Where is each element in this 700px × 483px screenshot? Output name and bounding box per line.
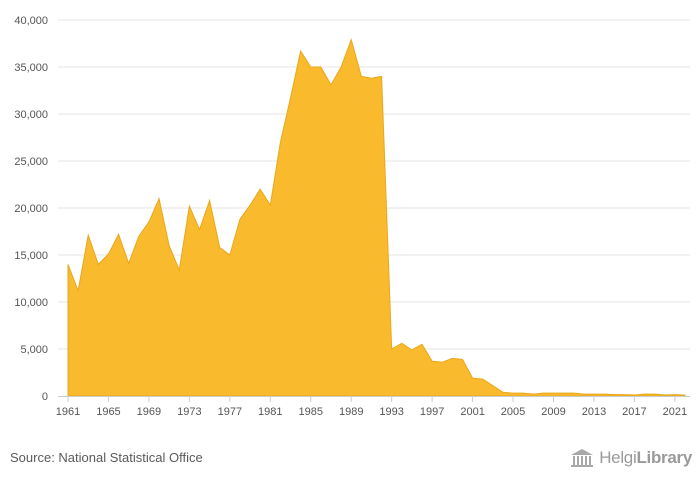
y-tick-label: 35,000 xyxy=(14,62,48,74)
x-tick-label: 1985 xyxy=(299,406,323,418)
y-tick-label: 10,000 xyxy=(14,297,48,309)
x-tick-label: 1993 xyxy=(379,406,403,418)
x-tick-label: 1969 xyxy=(137,406,161,418)
x-tick-label: 2005 xyxy=(501,406,525,418)
y-tick-label: 40,000 xyxy=(14,15,48,27)
logo-text: HelgiLibrary xyxy=(599,448,692,468)
logo-text-bold: Library xyxy=(636,448,692,467)
x-tick-label: 2017 xyxy=(622,406,646,418)
y-tick-label: 30,000 xyxy=(14,109,48,121)
logo-text-regular: Helgi xyxy=(599,448,637,467)
y-tick-label: 0 xyxy=(42,391,48,403)
area-series-fill xyxy=(67,38,686,397)
x-tick-label: 2021 xyxy=(663,406,687,418)
x-tick-label: 2013 xyxy=(582,406,606,418)
footer: Source: National Statistical Office Helg… xyxy=(0,440,700,483)
source-note: Source: National Statistical Office xyxy=(10,450,203,465)
library-building-icon xyxy=(571,449,594,467)
x-tick-label: 2001 xyxy=(460,406,484,418)
y-tick-label: 20,000 xyxy=(14,203,48,215)
x-tick-label: 1977 xyxy=(218,406,242,418)
x-tick-label: 1997 xyxy=(420,406,444,418)
x-tick-label: 2009 xyxy=(541,406,565,418)
x-tick-label: 1989 xyxy=(339,406,363,418)
helgilibrary-logo[interactable]: HelgiLibrary xyxy=(569,444,692,472)
area-chart: 1961 1965 1969 1973 1977 1981 1985 1989 1993 1997… xyxy=(14,15,690,418)
y-tick-label: 25,000 xyxy=(14,156,48,168)
x-tick-label: 1981 xyxy=(258,406,282,418)
x-tick-label: 1961 xyxy=(56,406,80,418)
y-tick-label: 15,000 xyxy=(14,250,48,262)
series-area xyxy=(67,38,686,397)
x-tick-label: 1965 xyxy=(96,406,120,418)
y-tick-label: 5,000 xyxy=(20,344,48,356)
x-tick-label: 1973 xyxy=(177,406,201,418)
y-axis: 0 5,000 10,000 15,000 20,000 25,000 30,000 35,0… xyxy=(14,15,48,403)
x-axis: 1961 1965 1969 1973 1977 1981 1985 1989 1993 1997… xyxy=(56,396,690,418)
